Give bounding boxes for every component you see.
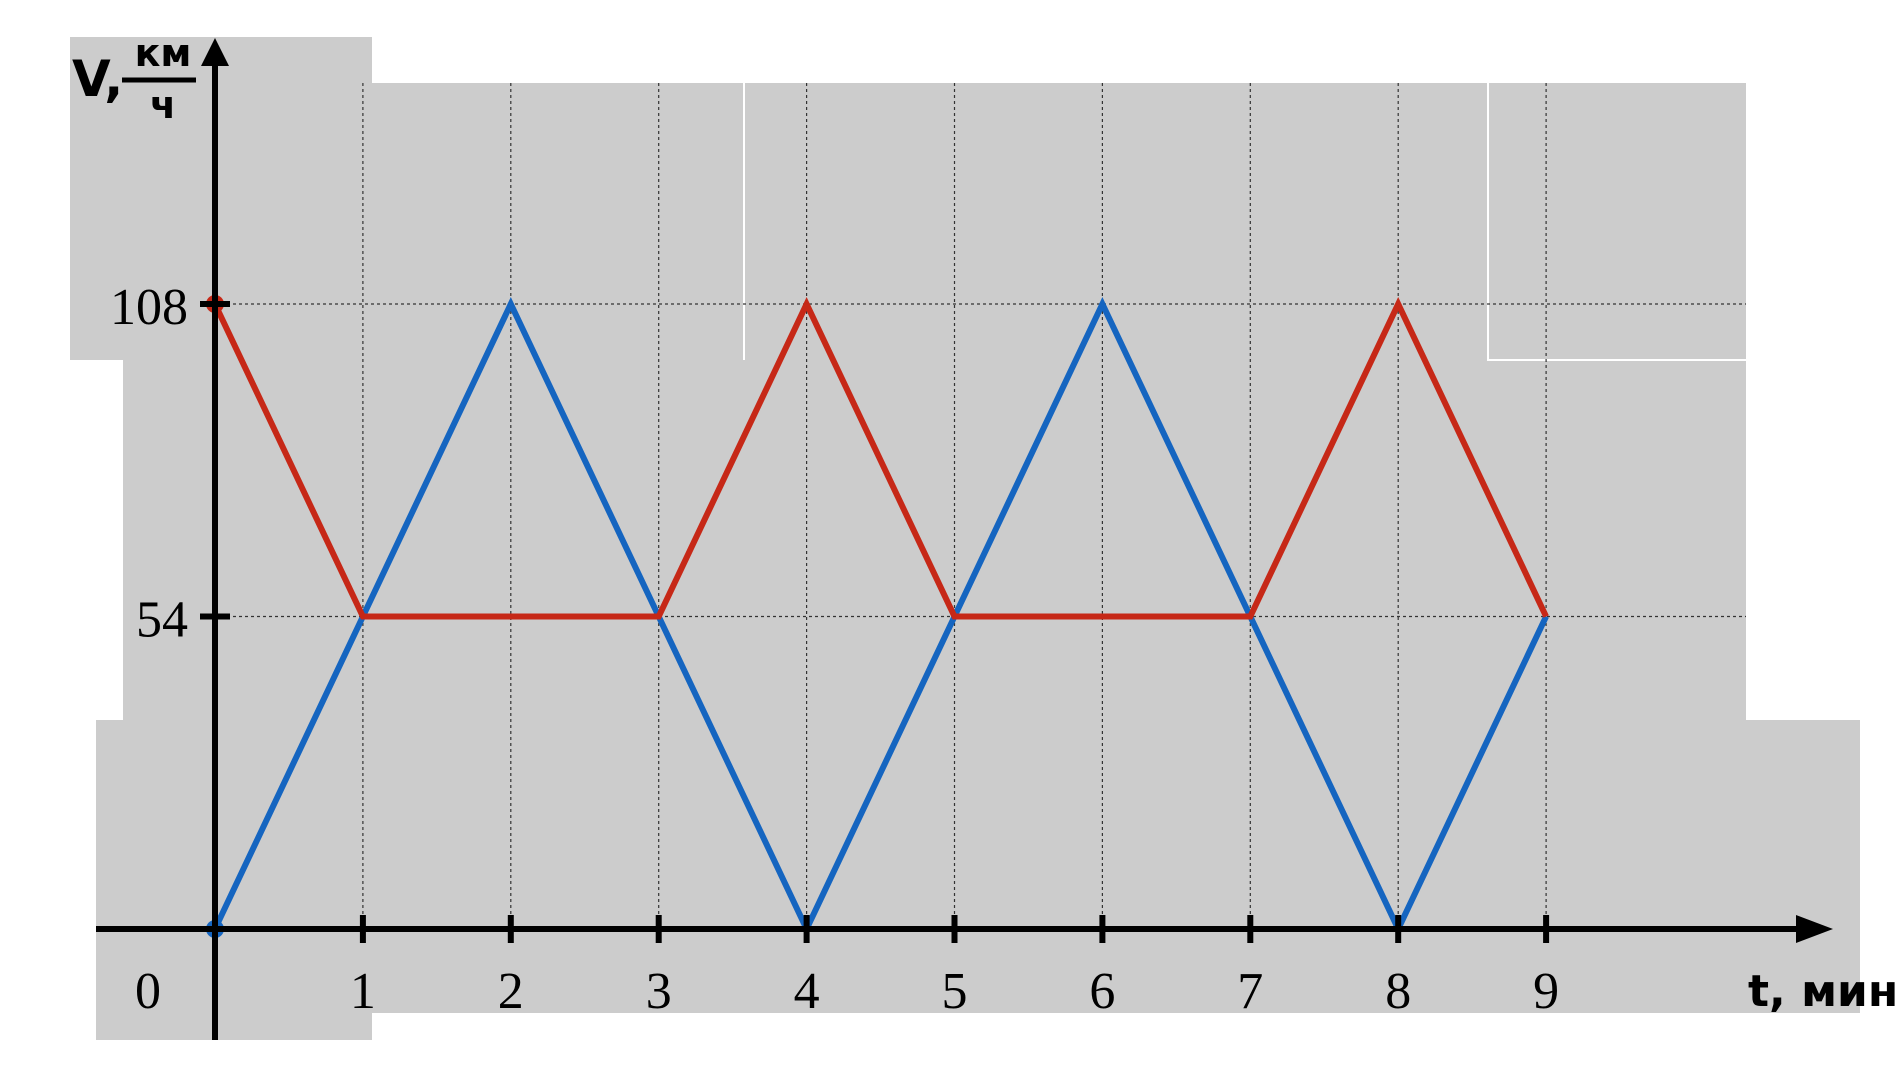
x-tick-label: 5 (942, 963, 968, 1020)
x-tick-label: 9 (1533, 963, 1559, 1020)
x-tick-label: 2 (498, 963, 524, 1020)
y-axis-unit-numerator: км (135, 31, 192, 75)
series-line-2 (212, 296, 1549, 620)
origin-label: 0 (135, 963, 161, 1020)
x-tick-label: 1 (350, 963, 376, 1020)
y-axis-arrow (201, 38, 229, 66)
x-tick-label: 8 (1385, 963, 1411, 1020)
x-tick-label: 4 (794, 963, 820, 1020)
ticks (200, 301, 1550, 943)
y-axis-symbol: V, (72, 50, 123, 108)
x-axis-title: t, мин (1748, 966, 1898, 1017)
x-axis-arrow (1796, 915, 1833, 943)
x-tick-label: 6 (1089, 963, 1115, 1020)
x-tick-label: 7 (1237, 963, 1263, 1020)
grid (215, 83, 1746, 929)
background-patches (70, 37, 1860, 1040)
y-tick-label: 108 (110, 279, 188, 336)
series-line-1 (212, 296, 1549, 937)
x-tick-label: 3 (646, 963, 672, 1020)
y-tick-label: 54 (136, 592, 188, 649)
y-axis-unit-denominator: ч (150, 83, 176, 127)
tick-labels: 1 2 3 4 5 6 7 8 9 54 108 (110, 279, 1559, 1020)
